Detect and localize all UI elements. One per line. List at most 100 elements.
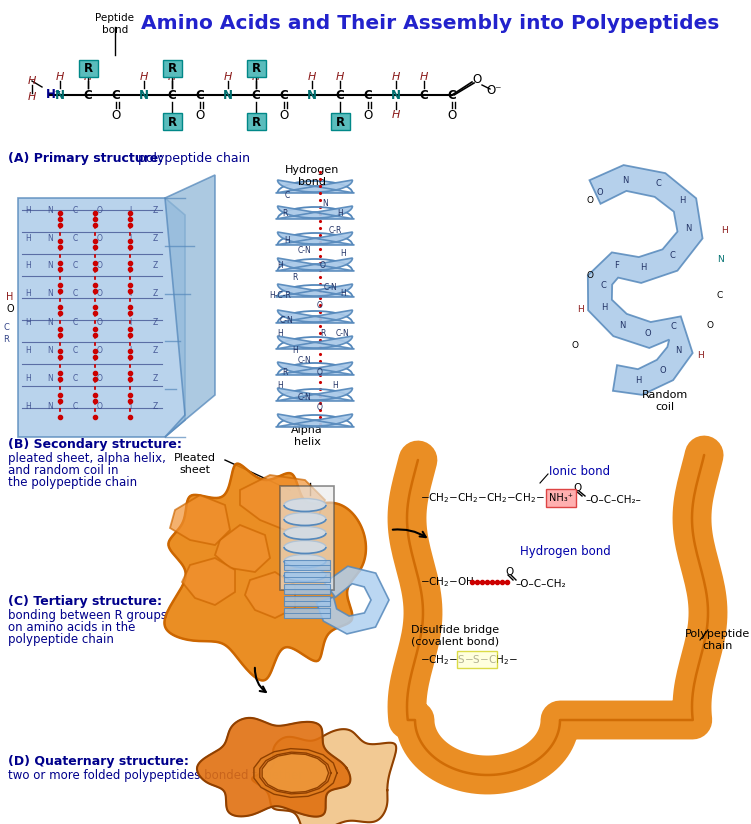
Text: F: F (614, 260, 620, 269)
FancyBboxPatch shape (331, 113, 350, 130)
Text: H: H (84, 72, 92, 82)
Text: C: C (72, 289, 77, 298)
Text: O: O (659, 366, 666, 374)
Text: C: C (3, 323, 9, 332)
Text: C: C (72, 233, 77, 242)
Text: R: R (83, 62, 92, 74)
Text: C: C (285, 190, 290, 199)
Text: Ionic bond: Ionic bond (550, 465, 611, 478)
Text: O: O (320, 260, 326, 269)
Text: R: R (252, 62, 261, 74)
Text: H: H (340, 288, 346, 297)
FancyBboxPatch shape (284, 572, 330, 582)
Polygon shape (276, 180, 354, 193)
Text: N: N (47, 261, 53, 270)
Text: H: H (6, 292, 14, 302)
Text: H: H (56, 72, 64, 82)
Text: O: O (574, 483, 582, 493)
Text: H-C-R: H-C-R (269, 291, 291, 299)
Text: Z: Z (152, 401, 158, 410)
Text: N: N (622, 176, 628, 185)
Text: O: O (97, 205, 103, 214)
Text: H: H (25, 373, 31, 382)
Text: I: I (129, 317, 131, 326)
Polygon shape (254, 749, 337, 798)
Text: C-N: C-N (298, 246, 312, 255)
Text: O: O (317, 368, 323, 377)
FancyBboxPatch shape (457, 651, 497, 668)
Polygon shape (165, 175, 215, 437)
Text: polypeptide chain: polypeptide chain (134, 152, 250, 165)
Polygon shape (276, 388, 354, 401)
Text: C: C (252, 88, 261, 101)
Text: –O–C–CH₂–: –O–C–CH₂– (585, 495, 641, 505)
Text: H: H (25, 289, 31, 298)
Polygon shape (240, 475, 325, 530)
Ellipse shape (284, 541, 326, 554)
Text: H: H (224, 72, 232, 82)
FancyBboxPatch shape (163, 113, 182, 130)
Text: C: C (72, 345, 77, 354)
Text: C: C (72, 317, 77, 326)
Text: pleated sheet, alpha helix,: pleated sheet, alpha helix, (8, 452, 166, 465)
Text: N: N (391, 88, 401, 101)
Text: C: C (336, 88, 345, 101)
Text: H: H (635, 376, 641, 385)
Text: H: H (292, 345, 298, 354)
Text: Z: Z (152, 317, 158, 326)
Polygon shape (316, 566, 389, 634)
Text: C: C (655, 179, 661, 188)
Text: I: I (129, 373, 131, 382)
Text: O: O (644, 329, 651, 338)
Text: H: H (277, 329, 283, 338)
Text: and random coil in: and random coil in (8, 464, 119, 477)
Text: Z: Z (152, 233, 158, 242)
Text: N: N (55, 88, 65, 101)
Text: C: C (669, 250, 675, 260)
Text: C: C (72, 373, 77, 382)
Polygon shape (252, 729, 397, 824)
Text: I: I (129, 205, 131, 214)
Text: I: I (129, 345, 131, 354)
Text: H: H (340, 249, 346, 258)
Text: O⁻: O⁻ (486, 83, 502, 96)
Text: C: C (72, 401, 77, 410)
Polygon shape (276, 336, 354, 349)
Text: O: O (317, 301, 323, 310)
Text: H: H (28, 76, 36, 86)
Text: R: R (336, 115, 345, 129)
Text: $-$CH$_2$$-$OH: $-$CH$_2$$-$OH (420, 575, 475, 589)
Polygon shape (18, 198, 185, 437)
FancyBboxPatch shape (247, 60, 266, 77)
Text: C: C (717, 291, 723, 299)
Polygon shape (588, 165, 702, 395)
Text: R: R (282, 368, 288, 377)
Text: O: O (363, 109, 372, 121)
Text: O: O (506, 567, 514, 577)
Text: N: N (47, 345, 53, 354)
Text: O: O (572, 340, 578, 349)
Text: polypeptide chain: polypeptide chain (8, 633, 114, 646)
Polygon shape (245, 572, 295, 618)
Text: H: H (277, 381, 283, 390)
Text: C: C (83, 88, 92, 101)
Text: H: H (252, 72, 260, 82)
Text: O: O (587, 270, 593, 279)
Text: N: N (47, 401, 53, 410)
Text: C-N: C-N (336, 329, 350, 338)
Text: H: H (722, 226, 728, 235)
Text: (A) Primary structure:: (A) Primary structure: (8, 152, 163, 165)
Text: N: N (322, 199, 328, 208)
Text: O: O (707, 321, 713, 330)
Ellipse shape (284, 555, 326, 568)
Text: H: H (336, 72, 344, 82)
Text: O: O (97, 345, 103, 354)
FancyBboxPatch shape (247, 113, 266, 130)
Text: O: O (97, 317, 103, 326)
Text: N: N (139, 88, 149, 101)
Text: Hydrogen
bond: Hydrogen bond (285, 165, 339, 186)
Text: N: N (675, 345, 681, 354)
Polygon shape (182, 558, 235, 605)
Text: Z: Z (152, 345, 158, 354)
Text: H: H (697, 350, 704, 359)
